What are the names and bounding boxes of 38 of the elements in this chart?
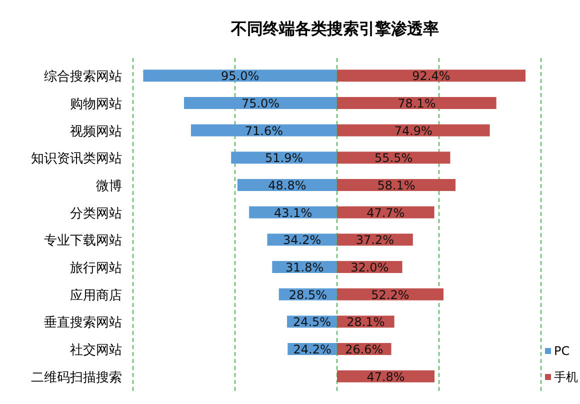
y-tick-label: 购物网站 (70, 97, 122, 112)
data-label: 24.2% (293, 342, 332, 356)
data-label: 71.6% (244, 124, 284, 138)
data-label: 28.1% (346, 315, 385, 330)
y-tick-label: 旅行网站 (70, 261, 122, 276)
y-tick-label: 二维码扫描搜索 (31, 370, 122, 386)
data-label: 26.6% (345, 342, 384, 356)
data-label: 37.2% (356, 233, 394, 248)
data-label: 48.8% (268, 178, 306, 192)
data-label: 34.2% (283, 233, 322, 248)
y-tick-label: 微博 (96, 179, 122, 194)
data-label: 43.1% (274, 206, 312, 220)
y-tick-label: 视频网站 (70, 124, 122, 140)
data-label: 78.1% (398, 96, 436, 110)
data-label: 58.1% (377, 178, 416, 192)
data-label: 24.5% (292, 315, 332, 330)
data-label: 52.2% (371, 288, 410, 302)
y-tick-label: 应用商店 (70, 287, 122, 304)
data-label: 31.8% (286, 260, 324, 274)
y-tick-label: 垂直搜索网站 (44, 316, 122, 331)
y-tick-label: 分类网站 (70, 206, 122, 222)
data-label: 74.9% (394, 124, 432, 138)
legend-label: 手机 (554, 370, 578, 384)
y-tick-label: 专业下载网站 (44, 234, 122, 249)
legend-label: PC (554, 344, 570, 358)
data-label: 47.7% (366, 206, 405, 220)
data-label: 75.0% (241, 96, 280, 110)
data-label: 28.5% (288, 288, 327, 302)
y-tick-label: 知识资讯类网站 (31, 152, 122, 167)
data-label: 32.0% (350, 260, 389, 274)
data-label: 92.4% (412, 69, 450, 84)
y-tick-label: 综合搜索网站 (44, 70, 122, 85)
data-label: 47.8% (366, 370, 405, 384)
data-label: 55.5% (374, 151, 413, 166)
chart-title: 不同终端各类搜索引擎渗透率 (230, 19, 439, 38)
data-label: 95.0% (221, 69, 260, 84)
y-tick-label: 社交网站 (70, 342, 122, 358)
data-label: 51.9% (265, 151, 304, 166)
